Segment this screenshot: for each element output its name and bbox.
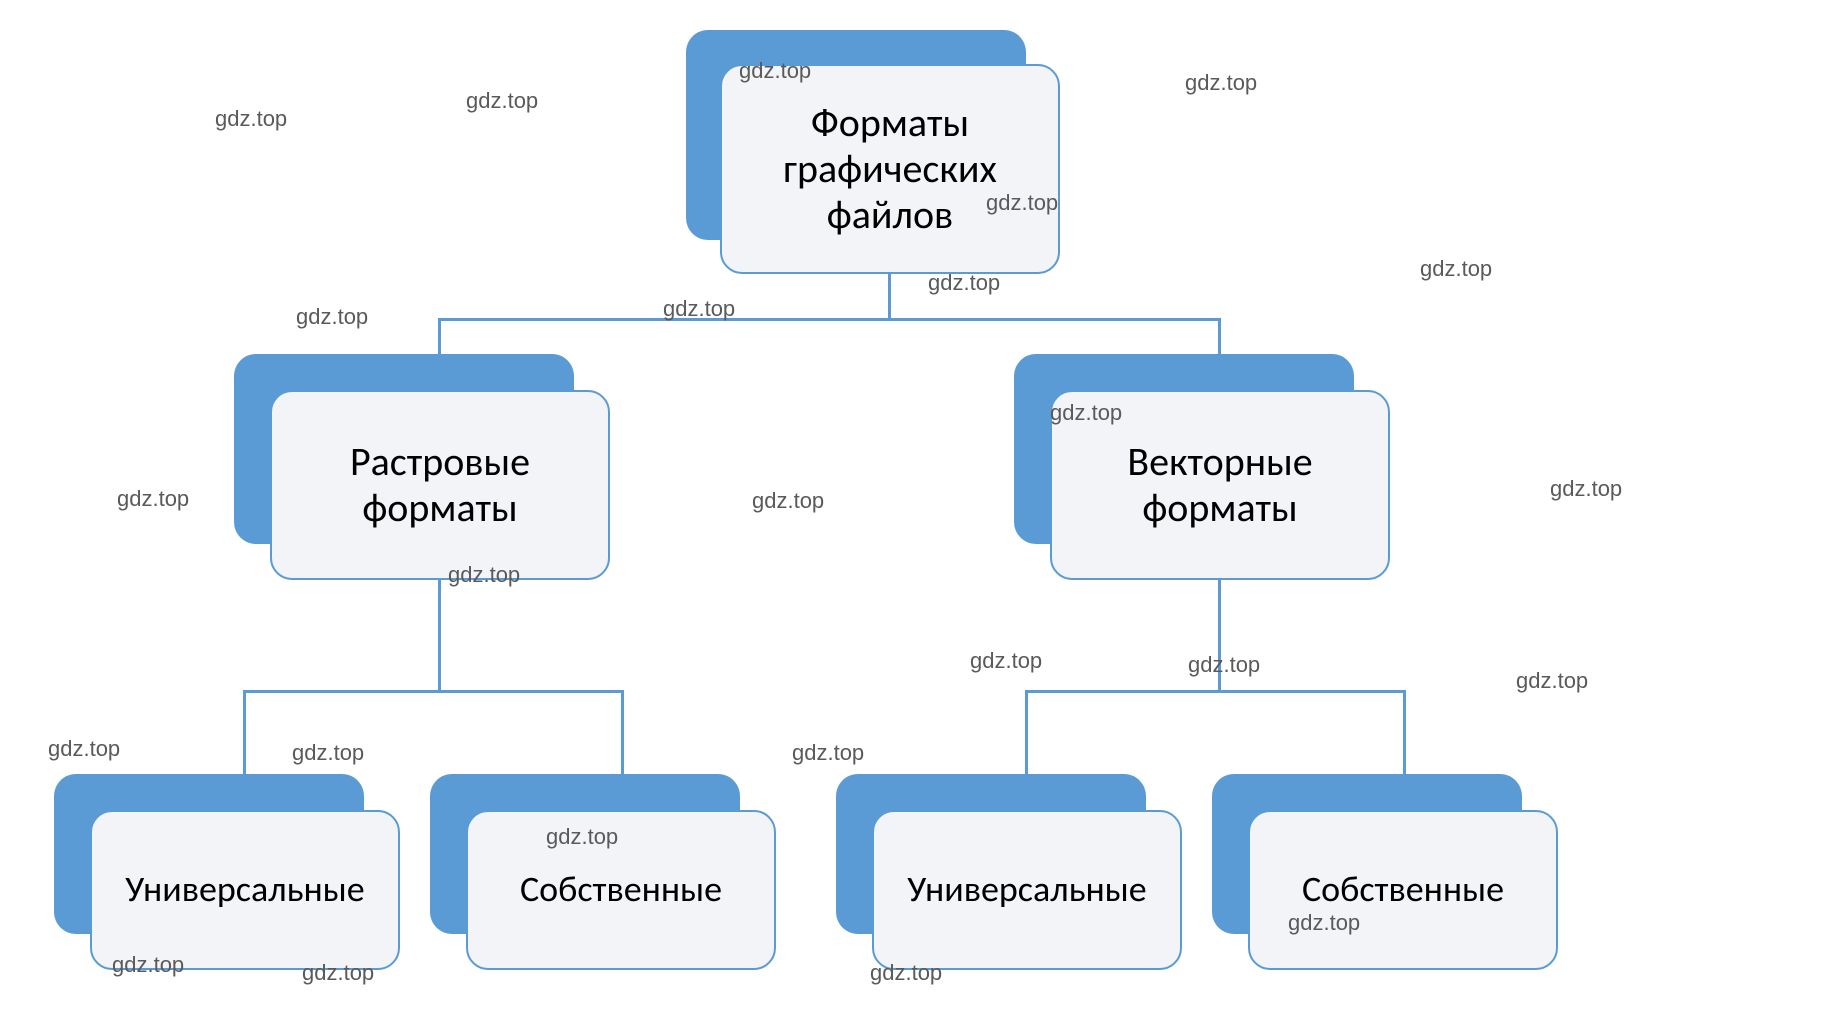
node-vector-label: Векторные форматы [1127,439,1312,531]
node-raster-own-label: Собственные [520,869,722,910]
connector-6 [243,690,246,776]
connector-3 [1218,318,1221,356]
connector-0 [888,274,891,318]
node-vector-own-label: Собственные [1302,869,1504,910]
node-vector-front: Векторные форматы [1050,390,1390,580]
connector-9 [1025,690,1406,693]
connector-4 [438,580,441,690]
connector-11 [1403,690,1406,776]
node-raster-label: Растровые форматы [350,439,530,531]
node-raster-front: Растровые форматы [270,390,610,580]
connector-10 [1025,690,1028,776]
connector-2 [438,318,441,356]
node-raster-universal-front: Универсальные [90,810,400,970]
node-raster-universal-label: Универсальные [125,869,364,910]
hierarchy-diagram: Форматы графических файлов Растровые фор… [0,0,1840,1010]
connector-5 [243,690,624,693]
node-vector-own-front: Собственные [1248,810,1558,970]
node-vector-universal-front: Универсальные [872,810,1182,970]
node-raster-own-front: Собственные [466,810,776,970]
connector-8 [1218,580,1221,690]
connector-7 [621,690,624,776]
node-root-front: Форматы графических файлов [720,64,1060,274]
connector-1 [438,318,1221,321]
node-vector-universal-label: Универсальные [907,869,1146,910]
node-root-label: Форматы графических файлов [783,100,997,238]
